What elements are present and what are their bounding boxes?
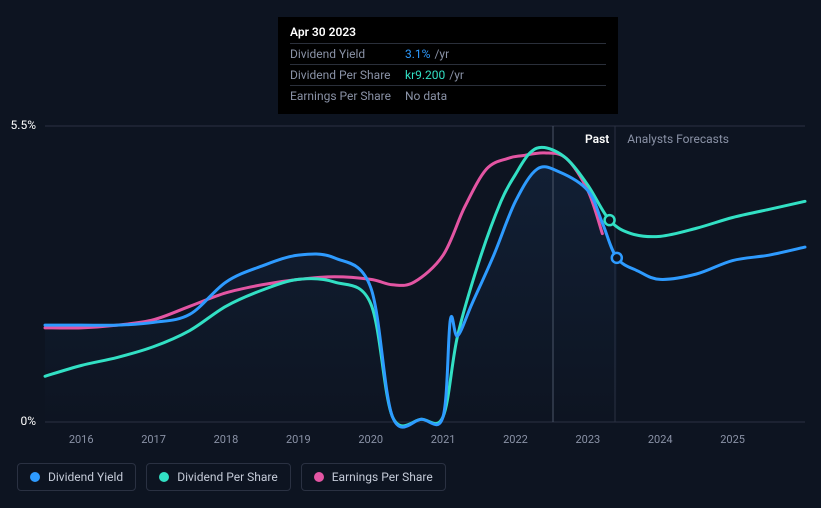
x-axis-label: 2025 bbox=[720, 433, 745, 446]
legend-item[interactable]: Earnings Per Share bbox=[301, 463, 446, 491]
x-axis-label: 2020 bbox=[358, 433, 383, 446]
x-axis-label: 2016 bbox=[69, 433, 94, 446]
x-axis-label: 2023 bbox=[575, 433, 600, 446]
tooltip-row: Dividend Per Sharekr9.200/yr bbox=[290, 64, 606, 85]
y-axis-label: 5.5% bbox=[11, 118, 36, 132]
future-label: Analysts Forecasts bbox=[627, 132, 729, 146]
tooltip-value: kr9.200/yr bbox=[405, 68, 464, 82]
y-axis-label: 0% bbox=[20, 414, 36, 428]
legend: Dividend Yield Dividend Per Share Earnings… bbox=[17, 463, 446, 491]
legend-item[interactable]: Dividend Per Share bbox=[146, 463, 291, 491]
tooltip-label: Dividend Per Share bbox=[290, 68, 405, 82]
legend-label: Dividend Yield bbox=[48, 470, 123, 484]
x-axis-label: 2024 bbox=[648, 433, 673, 446]
legend-item[interactable]: Dividend Yield bbox=[17, 463, 136, 491]
tooltip-value: No data bbox=[405, 89, 447, 103]
past-label: Past bbox=[585, 132, 609, 146]
tooltip-row: Dividend Yield3.1%/yr bbox=[290, 43, 606, 64]
x-axis-label: 2018 bbox=[214, 433, 239, 446]
x-axis-label: 2019 bbox=[286, 433, 311, 446]
legend-label: Dividend Per Share bbox=[177, 470, 278, 484]
legend-label: Earnings Per Share bbox=[332, 470, 433, 484]
legend-dot-icon bbox=[314, 472, 324, 482]
tooltip: Apr 30 2023 Dividend Yield3.1%/yrDividen… bbox=[278, 17, 618, 114]
tooltip-value: 3.1%/yr bbox=[405, 47, 449, 61]
tooltip-row: Earnings Per ShareNo data bbox=[290, 85, 606, 106]
past-future-labels: Past Analysts Forecasts bbox=[585, 132, 729, 146]
x-axis-label: 2021 bbox=[431, 433, 456, 446]
legend-dot-icon bbox=[30, 472, 40, 482]
tooltip-label: Dividend Yield bbox=[290, 47, 405, 61]
legend-dot-icon bbox=[159, 472, 169, 482]
tooltip-date: Apr 30 2023 bbox=[290, 25, 606, 43]
tooltip-label: Earnings Per Share bbox=[290, 89, 405, 103]
x-axis-label: 2022 bbox=[503, 433, 528, 446]
x-axis-label: 2017 bbox=[141, 433, 166, 446]
